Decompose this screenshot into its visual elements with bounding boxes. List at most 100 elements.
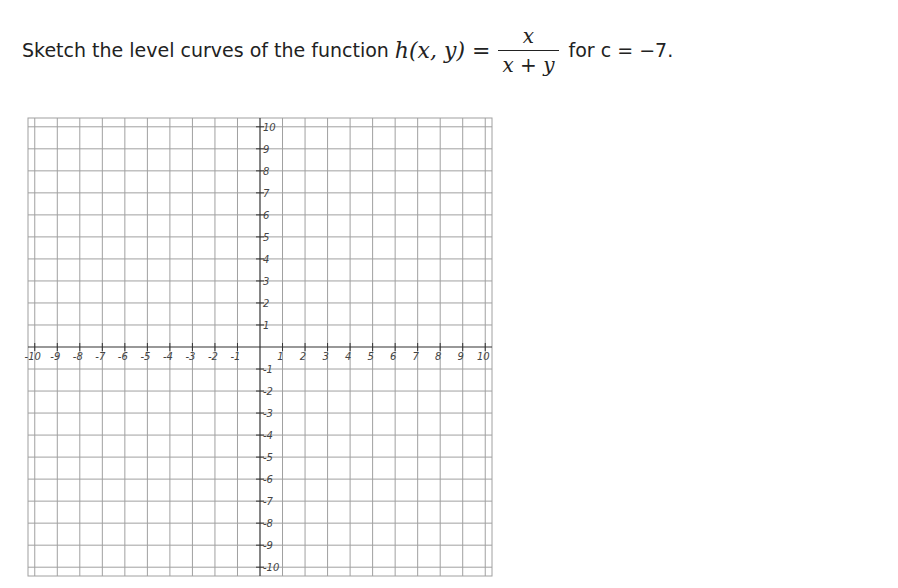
- y-tick-label: -5: [263, 452, 273, 463]
- grid-line-y: [28, 545, 492, 546]
- x-tick: [282, 343, 283, 351]
- y-tick-label: 6: [263, 210, 269, 221]
- y-tick-label: 7: [263, 188, 270, 199]
- numerator: x: [519, 24, 538, 50]
- x-tick-label: 4: [345, 351, 351, 362]
- grid-line-x: [282, 118, 283, 576]
- y-tick-label: -9: [263, 540, 273, 551]
- grid-line-y: [28, 567, 492, 568]
- grid-line-y: [28, 258, 492, 259]
- grid-line-y: [28, 192, 492, 193]
- grid-line-x: [57, 118, 58, 576]
- x-tick-label: 2: [300, 351, 306, 362]
- grid-line-x: [372, 118, 373, 576]
- x-tick-label: -1: [230, 351, 240, 362]
- grid-line-y: [28, 214, 492, 215]
- level-value: for c = −7.: [569, 39, 674, 61]
- grid-line-y: [28, 501, 492, 502]
- grid-line-y: [28, 523, 492, 524]
- x-tick-label: 7: [412, 351, 419, 362]
- x-tick: [395, 343, 396, 351]
- y-tick-label: -8: [263, 518, 273, 529]
- x-tick-label: 3: [322, 351, 328, 362]
- grid-line-x: [462, 118, 463, 576]
- grid-line-y: [28, 126, 492, 127]
- x-tick: [485, 343, 486, 351]
- x-tick-label: 5: [367, 351, 373, 362]
- x-tick-label: 8: [435, 351, 441, 362]
- grid-line-y: [28, 324, 492, 325]
- grid-line-y: [28, 369, 492, 370]
- y-tick-label: 5: [263, 232, 269, 243]
- y-tick-label: -2: [263, 386, 273, 397]
- x-tick: [440, 343, 441, 351]
- x-tick: [102, 343, 103, 351]
- x-tick: [350, 343, 351, 351]
- grid-line-x: [395, 118, 396, 576]
- x-tick-label: -9: [50, 351, 60, 362]
- denominator: x + y: [498, 50, 558, 77]
- grid-line-x: [79, 118, 80, 576]
- grid-line-x: [147, 118, 148, 576]
- y-tick-label: -3: [263, 408, 273, 419]
- x-tick: [305, 343, 306, 351]
- x-tick: [214, 343, 215, 351]
- grid-line-y: [28, 457, 492, 458]
- x-tick-label: 9: [458, 351, 464, 362]
- x-tick: [192, 343, 193, 351]
- y-tick-label: 1: [263, 320, 269, 331]
- grid-line-y: [28, 302, 492, 303]
- grid-line-x: [440, 118, 441, 576]
- grid-line-x: [305, 118, 306, 576]
- y-tick-label: -1: [263, 364, 273, 375]
- grid-line-x: [417, 118, 418, 576]
- grid-line-y: [28, 391, 492, 392]
- x-tick: [462, 343, 463, 351]
- grid-line-x: [192, 118, 193, 576]
- y-tick-label: 8: [263, 166, 269, 177]
- grid-line-y: [28, 148, 492, 149]
- x-tick: [237, 343, 238, 351]
- x-tick: [147, 343, 148, 351]
- x-tick: [372, 343, 373, 351]
- grid-line-x: [214, 118, 215, 576]
- grid-line-y: [28, 479, 492, 480]
- y-axis: [259, 118, 260, 576]
- grid-line-x: [102, 118, 103, 576]
- grid-line-x: [34, 118, 35, 576]
- grid-line-y: [28, 435, 492, 436]
- x-tick-label: -4: [163, 351, 173, 362]
- plot-frame: [28, 118, 492, 576]
- x-tick: [327, 343, 328, 351]
- prompt: Sketch the level curves of the function h…: [22, 20, 673, 80]
- grid-line-y: [28, 413, 492, 414]
- y-tick-label: -7: [263, 496, 274, 507]
- grid-line-x: [327, 118, 328, 576]
- title: Sketch the level curves of the function: [22, 39, 389, 61]
- x-tick-label: -6: [118, 351, 128, 362]
- grid-line-x: [124, 118, 125, 576]
- y-tick-label: 3: [263, 276, 269, 287]
- y-tick-label: 9: [263, 144, 269, 155]
- y-tick-label: -6: [263, 474, 273, 485]
- y-tick-label: 2: [263, 298, 269, 309]
- function-name: h(x, y) =: [395, 38, 491, 63]
- x-tick-label: 6: [390, 351, 396, 362]
- grid-line-x: [350, 118, 351, 576]
- grid-line-x: [237, 118, 238, 576]
- x-tick-label: -3: [185, 351, 195, 362]
- chart: -10-9-8-7-6-5-4-3-2-112345678910-10-9-8-…: [0, 0, 898, 588]
- x-tick: [124, 343, 125, 351]
- x-tick-label: 10: [477, 351, 490, 362]
- x-tick-label: -2: [208, 351, 218, 362]
- x-tick: [417, 343, 418, 351]
- grid-line-x: [169, 118, 170, 576]
- x-tick: [169, 343, 170, 351]
- x-tick: [57, 343, 58, 351]
- y-tick-label: -4: [263, 430, 273, 441]
- fraction: xx + y: [498, 24, 558, 77]
- x-tick-label: -5: [140, 351, 150, 362]
- y-tick-label: 10: [263, 122, 276, 133]
- x-tick-label: -10: [25, 351, 41, 362]
- y-tick-label: -10: [263, 562, 279, 573]
